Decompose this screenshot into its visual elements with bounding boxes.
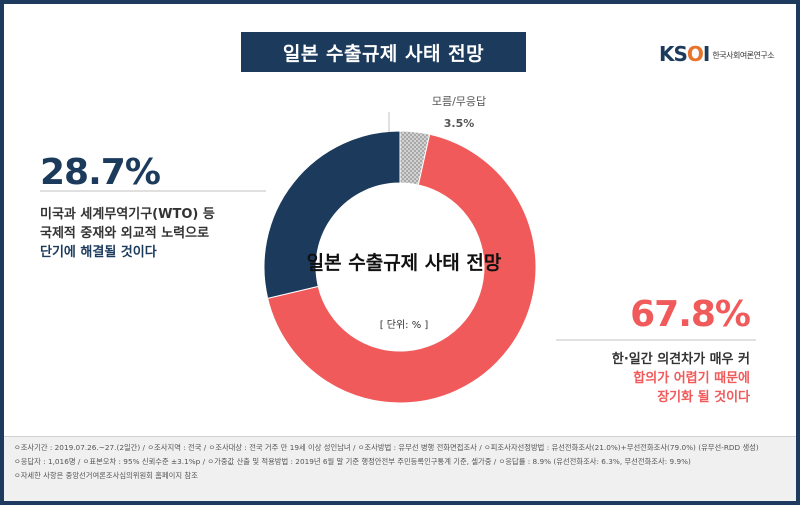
- ksoi-logo: KSOI 한국사회여론연구소: [659, 42, 775, 66]
- survey-footer: ㅇ조사기간 : 2019.07.26.~27.(2일간) / ㅇ조사지역 : 전…: [4, 436, 796, 501]
- no-answer-pct: 3.5%: [443, 117, 475, 130]
- logo-text: 한국사회여론연구소: [712, 51, 775, 60]
- short-term-pct: 28.7%: [40, 152, 161, 193]
- footer-line1: ㅇ조사기간 : 2019.07.26.~27.(2일간) / ㅇ조사지역 : 전…: [14, 443, 759, 452]
- slice-short-term: [263, 130, 401, 299]
- donut-slices: [263, 130, 537, 404]
- unit-label: [ 단위: % ]: [379, 320, 429, 331]
- short-term-line1: 미국과 세계무역기구(WTO) 등: [40, 207, 215, 222]
- no-answer-label: 모름/무응답: [431, 95, 487, 108]
- long-term-pct: 67.8%: [630, 294, 751, 335]
- long-term-line1: 한·일간 의견차가 매우 커: [611, 352, 750, 367]
- short-term-line2: 국제적 중재와 외교적 노력으로: [40, 226, 210, 241]
- center-title-text: 일본 수출규제 사태 전망: [306, 252, 502, 274]
- logo-mark: KSOI: [659, 42, 710, 66]
- long-term-line2: 합의가 어렵기 때문에: [633, 371, 750, 386]
- footer-line3: ㅇ자세한 사항은 중앙선거여론조사심의위원회 홈페이지 참조: [14, 471, 198, 480]
- slice-long-term: [267, 133, 537, 404]
- long-term-desc: 한·일간 의견차가 매우 커 합의가 어렵기 때문에 장기화 될 것이다: [520, 350, 750, 407]
- chart-frame: 일본 수출규제 사태 전망 KSOI 한국사회여론연구소 모름/무응답 3.5%…: [4, 4, 796, 501]
- long-term-line3: 장기화 될 것이다: [657, 390, 750, 405]
- donut-chart: [40, 112, 756, 404]
- short-term-desc: 미국과 세계무역기구(WTO) 등 국제적 중재와 외교적 노력으로 단기에 해…: [40, 205, 280, 262]
- center-title: 일본 수출규제 사태 전망: [304, 250, 504, 276]
- page-title: 일본 수출규제 사태 전망: [241, 32, 526, 72]
- footer-line2: ㅇ응답자 : 1,016명 / ㅇ표본오차 : 95% 신뢰수준 ±3.1%p …: [14, 457, 691, 466]
- short-term-line3: 단기에 해결될 것이다: [40, 245, 157, 260]
